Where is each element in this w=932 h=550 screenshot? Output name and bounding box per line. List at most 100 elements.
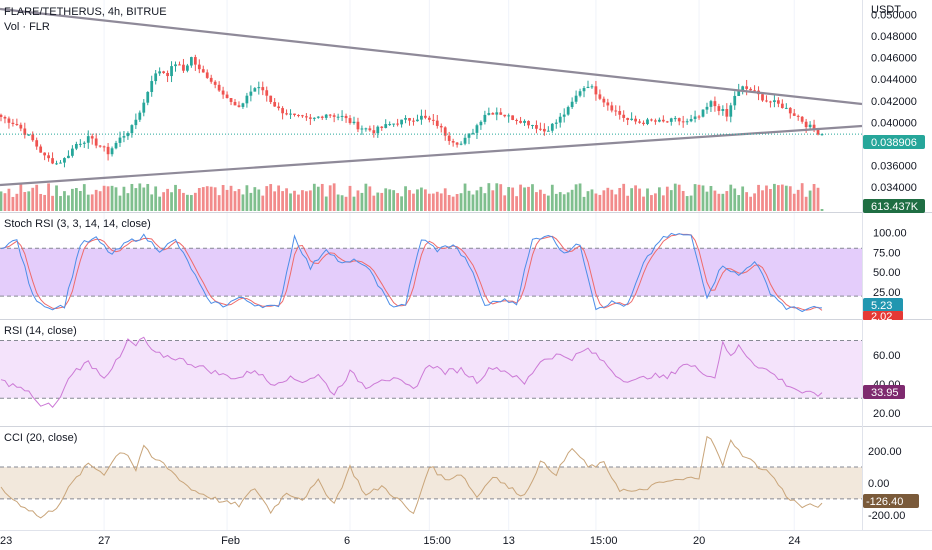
- candle-body[interactable]: [134, 119, 138, 126]
- candle-body[interactable]: [539, 128, 542, 130]
- candle-body[interactable]: [784, 107, 788, 109]
- candle-body[interactable]: [614, 110, 618, 112]
- candle-body[interactable]: [312, 117, 316, 119]
- candle-body[interactable]: [646, 119, 649, 125]
- candle-body[interactable]: [324, 114, 328, 118]
- candle-body[interactable]: [118, 137, 122, 143]
- candle-body[interactable]: [531, 125, 534, 127]
- candle-body[interactable]: [721, 109, 725, 111]
- candle-body[interactable]: [253, 88, 257, 92]
- candle-body[interactable]: [138, 112, 142, 120]
- candle-body[interactable]: [467, 133, 471, 138]
- candle-body[interactable]: [114, 142, 118, 149]
- candle-body[interactable]: [182, 64, 185, 71]
- candle-body[interactable]: [570, 101, 574, 108]
- candle-body[interactable]: [316, 116, 320, 118]
- candle-body[interactable]: [47, 155, 50, 159]
- candle-body[interactable]: [86, 136, 90, 143]
- candle-body[interactable]: [495, 112, 499, 115]
- candle-body[interactable]: [804, 121, 808, 128]
- candle-body[interactable]: [217, 84, 221, 91]
- candle-body[interactable]: [816, 129, 820, 135]
- candle-body[interactable]: [713, 101, 717, 107]
- candle-body[interactable]: [602, 98, 606, 103]
- candle-body[interactable]: [654, 120, 657, 122]
- candle-body[interactable]: [776, 100, 780, 104]
- candle-body[interactable]: [340, 115, 344, 117]
- candle-body[interactable]: [471, 132, 475, 134]
- candle-body[interactable]: [213, 81, 217, 85]
- candle-body[interactable]: [447, 135, 451, 142]
- candle-body[interactable]: [82, 142, 86, 144]
- candle-body[interactable]: [0, 114, 3, 117]
- candle-body[interactable]: [301, 115, 304, 117]
- candle-body[interactable]: [618, 111, 622, 115]
- candle-body[interactable]: [356, 121, 360, 130]
- candle-body[interactable]: [780, 103, 784, 109]
- candle-body[interactable]: [483, 114, 487, 122]
- candle-body[interactable]: [606, 102, 610, 106]
- candle-body[interactable]: [94, 138, 98, 146]
- candle-body[interactable]: [261, 87, 265, 91]
- candle-body[interactable]: [205, 72, 209, 78]
- candle-body[interactable]: [150, 81, 154, 92]
- candle-body[interactable]: [642, 122, 645, 125]
- candle-body[interactable]: [43, 152, 47, 156]
- candle-body[interactable]: [812, 124, 816, 130]
- candle-body[interactable]: [277, 106, 281, 109]
- candle-body[interactable]: [753, 90, 756, 92]
- candle-body[interactable]: [769, 101, 772, 103]
- candle-body[interactable]: [745, 86, 749, 89]
- candle-body[interactable]: [749, 88, 752, 91]
- candle-body[interactable]: [431, 119, 435, 121]
- candle-body[interactable]: [7, 118, 11, 123]
- candle-body[interactable]: [281, 108, 284, 114]
- candle-body[interactable]: [765, 100, 768, 102]
- candle-body[interactable]: [27, 134, 31, 136]
- candle-body[interactable]: [562, 114, 566, 117]
- candle-body[interactable]: [249, 91, 253, 96]
- candle-body[interactable]: [693, 116, 697, 119]
- candle-body[interactable]: [384, 124, 388, 128]
- upper-trendline[interactable]: [0, 7, 863, 106]
- candle-body[interactable]: [491, 113, 495, 115]
- candle-body[interactable]: [773, 100, 776, 103]
- candle-body[interactable]: [11, 122, 15, 124]
- candle-body[interactable]: [209, 77, 213, 82]
- candle-body[interactable]: [610, 105, 614, 111]
- candle-body[interactable]: [269, 95, 273, 103]
- candle-body[interactable]: [630, 118, 634, 120]
- candle-body[interactable]: [439, 125, 443, 128]
- candle-body[interactable]: [142, 102, 146, 113]
- candle-body[interactable]: [443, 127, 447, 136]
- candle-body[interactable]: [372, 130, 376, 134]
- candle-body[interactable]: [23, 128, 27, 135]
- candle-body[interactable]: [511, 115, 515, 120]
- candle-body[interactable]: [364, 128, 368, 130]
- candle-body[interactable]: [102, 146, 106, 148]
- candle-body[interactable]: [31, 134, 35, 141]
- candle-body[interactable]: [170, 66, 173, 77]
- candle-body[interactable]: [792, 113, 796, 116]
- candle-body[interactable]: [344, 115, 348, 119]
- candle-body[interactable]: [626, 117, 630, 120]
- candle-body[interactable]: [122, 136, 126, 138]
- candle-body[interactable]: [673, 118, 677, 120]
- candle-body[interactable]: [455, 142, 459, 145]
- candle-body[interactable]: [189, 57, 193, 66]
- candle-body[interactable]: [74, 143, 78, 149]
- candle-body[interactable]: [550, 123, 554, 131]
- candle-body[interactable]: [487, 113, 491, 115]
- candle-body[interactable]: [285, 113, 288, 115]
- candle-body[interactable]: [225, 94, 229, 99]
- candle-body[interactable]: [51, 158, 54, 164]
- candle-body[interactable]: [733, 95, 737, 106]
- candle-body[interactable]: [677, 118, 681, 122]
- candle-body[interactable]: [737, 90, 741, 96]
- candle-body[interactable]: [459, 143, 463, 145]
- candle-body[interactable]: [237, 105, 241, 107]
- candle-body[interactable]: [110, 148, 114, 155]
- candle-body[interactable]: [289, 113, 292, 115]
- candle-body[interactable]: [796, 115, 800, 117]
